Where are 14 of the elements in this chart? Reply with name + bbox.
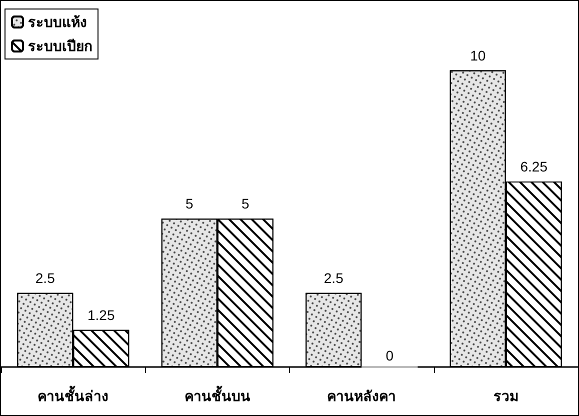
- data-label: 5: [185, 196, 194, 212]
- x-tick-label: คานชั้นบน: [184, 385, 250, 404]
- data-label: 2.5: [324, 270, 344, 286]
- legend-label: ระบบเปียก: [28, 38, 92, 54]
- data-label: 1.25: [88, 306, 115, 323]
- legend-label: ระบบแห้ง: [28, 14, 87, 30]
- data-label: 6.25: [520, 158, 548, 175]
- x-tick-label: รวม: [493, 388, 518, 404]
- data-label: 0: [386, 348, 394, 364]
- data-label: 10: [470, 47, 486, 64]
- data-label: 5: [241, 196, 250, 212]
- x-tick-label: คานชั้นล่าง: [38, 385, 109, 404]
- data-label: 2.5: [35, 270, 56, 286]
- x-tick-label: คานหลังคา: [327, 388, 396, 404]
